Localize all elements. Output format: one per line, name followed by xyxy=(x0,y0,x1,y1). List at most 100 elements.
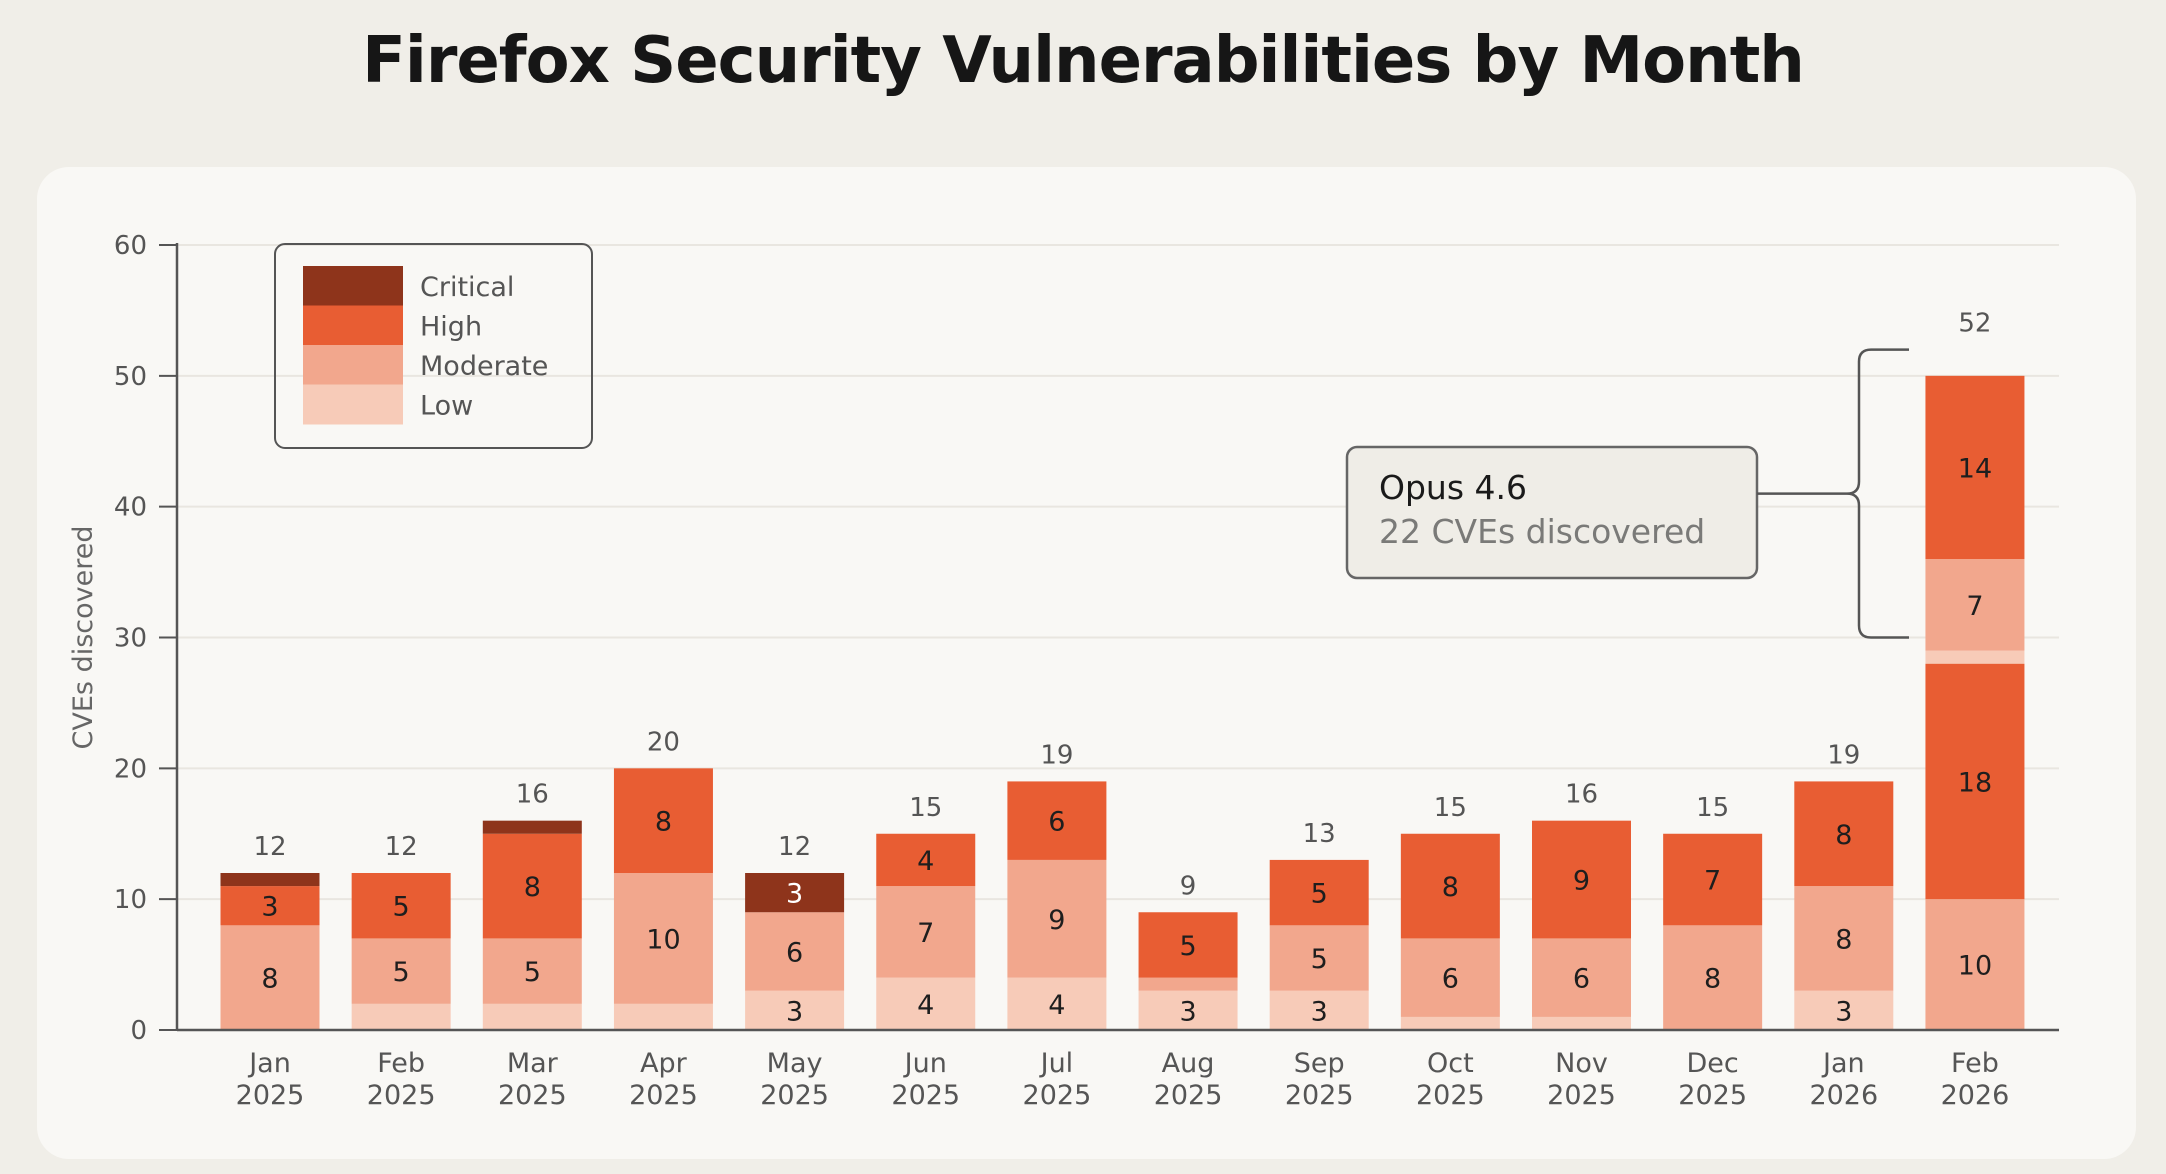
bar-total-label: 13 xyxy=(1303,819,1336,849)
bar-segment-moderate xyxy=(1400,938,1500,1017)
bar-segment-high xyxy=(482,833,582,939)
y-tick-label: 60 xyxy=(114,231,147,261)
bar-segment-high xyxy=(1663,833,1763,926)
y-tick-label: 40 xyxy=(114,493,147,523)
legend-swatch-low xyxy=(303,384,403,425)
bar-segment-high xyxy=(1400,833,1500,939)
bar-segment-moderate xyxy=(220,925,320,1030)
x-tick-label-month: Dec xyxy=(1687,1048,1739,1079)
segment-value-label: 7 xyxy=(1704,866,1721,897)
bar-total-label: 12 xyxy=(778,832,811,862)
bar-segment-high xyxy=(1269,859,1369,926)
segment-value-label: 5 xyxy=(393,957,410,988)
x-tick-label-month: Aug xyxy=(1162,1048,1215,1079)
annotation-bracket xyxy=(1846,348,1909,639)
bar-segment-high xyxy=(1007,781,1107,860)
bar-segment-low xyxy=(1007,977,1107,1030)
segment-value-label: 5 xyxy=(1311,944,1328,975)
bar-segment-moderate xyxy=(1532,938,1631,1017)
annotation-box xyxy=(1345,445,1759,580)
bar-total-label: 16 xyxy=(516,780,549,810)
legend-label-critical: Critical xyxy=(420,272,514,303)
segment-value-label: 18 xyxy=(1958,767,1992,798)
segment-value-label: 4 xyxy=(917,990,934,1021)
x-tick-label-year: 2025 xyxy=(629,1080,698,1111)
bar-segment-low xyxy=(1138,990,1238,1030)
segment-value-label: 9 xyxy=(1048,905,1065,936)
legend-swatch-high xyxy=(303,305,403,346)
bar-segment-low xyxy=(1794,990,1894,1030)
x-tick-label-month: Sep xyxy=(1294,1048,1345,1079)
x-tick-label-month: May xyxy=(767,1048,823,1079)
bar-segment-high xyxy=(1794,781,1894,887)
x-tick-label-year: 2025 xyxy=(1416,1080,1485,1111)
x-tick-label-month: Jun xyxy=(903,1048,947,1079)
bar-segment-low xyxy=(1400,1016,1500,1030)
bar-total-label: 16 xyxy=(1565,780,1598,810)
segment-value-label: 14 xyxy=(1958,453,1992,484)
y-tick-label: 30 xyxy=(114,624,147,654)
x-tick-label-month: Mar xyxy=(507,1048,559,1079)
segment-value-label: 4 xyxy=(1048,990,1065,1021)
x-tick-label-year: 2025 xyxy=(1023,1080,1092,1111)
x-tick-label-year: 2025 xyxy=(1547,1080,1616,1111)
bar-total-label: 15 xyxy=(1434,793,1467,823)
bar-segment-high xyxy=(1138,912,1238,978)
bar-segment-moderate xyxy=(1007,859,1107,978)
bar-total-label: 15 xyxy=(909,793,942,823)
legend-swatch-moderate xyxy=(303,345,403,385)
segment-value-label: 5 xyxy=(1179,931,1196,962)
x-tick-label-year: 2025 xyxy=(498,1080,567,1111)
x-tick-label-month: Oct xyxy=(1427,1048,1474,1079)
segment-value-label: 3 xyxy=(786,879,803,910)
x-tick-label-year: 2025 xyxy=(236,1080,305,1111)
bar-segment-critical xyxy=(482,820,582,834)
legend-label-moderate: Moderate xyxy=(420,351,548,382)
x-tick-label-year: 2025 xyxy=(1678,1080,1747,1111)
bar-total-label: 15 xyxy=(1696,793,1729,823)
x-tick-label-year: 2026 xyxy=(1941,1080,2010,1111)
x-tick-label-month: Jan xyxy=(247,1048,291,1079)
segment-value-label: 8 xyxy=(655,807,672,838)
segment-value-label: 5 xyxy=(1311,879,1328,910)
y-tick-label: 20 xyxy=(114,754,147,784)
y-axis-label: CVEs discovered xyxy=(68,526,99,750)
chart-title: Firefox Security Vulnerabilities by Mont… xyxy=(362,24,1805,98)
bar-segment-critical xyxy=(220,873,320,887)
x-tick-label-year: 2025 xyxy=(1154,1080,1223,1111)
bar-segment-moderate xyxy=(876,886,976,978)
segment-value-label: 3 xyxy=(1311,996,1328,1027)
x-tick-label-month: Feb xyxy=(377,1048,425,1079)
annotation-title: Opus 4.6 xyxy=(1379,468,1527,507)
bar-segment-moderate xyxy=(1663,925,1763,1030)
bar-segment-high xyxy=(220,886,320,926)
bar-segment-moderate xyxy=(1794,886,1894,991)
segment-value-label: 7 xyxy=(917,918,934,949)
bar-segment-low xyxy=(1269,990,1369,1030)
chart-panel: 0 10 20 30 40 50 60 CVEs discovered 8 3 12 Jan 2025 5… xyxy=(37,167,2136,1159)
legend-label-high: High xyxy=(420,312,482,343)
bar-segment-low xyxy=(1925,650,2025,664)
segment-value-label: 8 xyxy=(261,964,278,995)
segment-value-label: 4 xyxy=(917,846,934,877)
x-tick-label-month: Jan xyxy=(1821,1048,1865,1079)
bar-segment-high xyxy=(1532,820,1631,939)
bar-segment-high xyxy=(351,873,451,939)
bar-segment-low xyxy=(482,1003,582,1030)
segment-value-label: 3 xyxy=(786,996,803,1027)
bar-total-label: 9 xyxy=(1180,871,1197,901)
bar-segment-moderate xyxy=(613,873,713,1004)
segment-value-label: 3 xyxy=(1179,996,1196,1027)
bar-segment-moderate xyxy=(745,912,845,991)
bar-segment-low xyxy=(613,1003,713,1030)
bar-total-label: 20 xyxy=(647,727,680,757)
legend-label-low: Low xyxy=(420,391,473,422)
bar-segment-critical xyxy=(745,873,845,913)
bar-segment-moderate xyxy=(1925,559,2025,651)
bar-total-label: 52 xyxy=(1958,309,1991,339)
segment-value-label: 8 xyxy=(1704,964,1721,995)
segment-value-label: 6 xyxy=(1442,964,1459,995)
y-tick-label: 0 xyxy=(130,1016,147,1046)
segment-value-label: 7 xyxy=(1966,591,1983,622)
